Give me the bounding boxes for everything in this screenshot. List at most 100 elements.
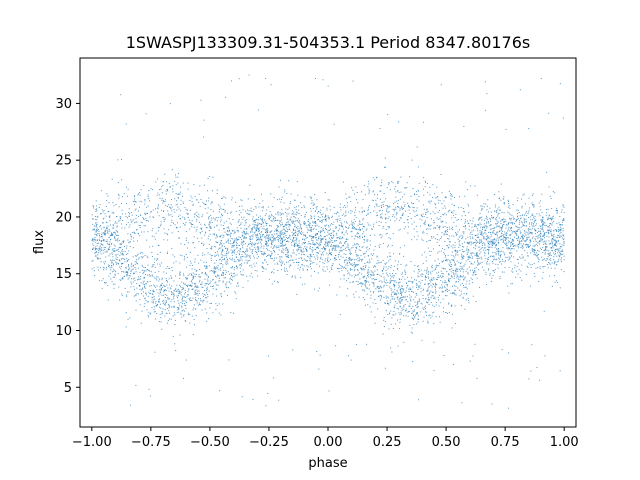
data-point [438, 276, 440, 278]
data-point [170, 207, 172, 209]
data-point [250, 264, 252, 266]
data-point [240, 271, 242, 273]
data-point [380, 286, 382, 288]
data-point [411, 312, 412, 314]
data-point [405, 265, 407, 267]
data-point [461, 255, 463, 257]
data-point [417, 303, 419, 305]
data-point [289, 259, 291, 261]
data-point [456, 250, 458, 252]
data-point [461, 282, 463, 284]
data-point [404, 205, 406, 207]
data-point [461, 402, 463, 404]
data-point [140, 278, 142, 280]
data-point [327, 231, 329, 233]
data-point [287, 261, 289, 263]
data-point [127, 260, 129, 262]
data-point [452, 272, 454, 274]
data-point [100, 243, 102, 245]
data-point [554, 243, 556, 245]
data-point [185, 300, 187, 302]
data-point [366, 281, 368, 283]
data-point [235, 266, 237, 268]
data-point [266, 245, 268, 247]
data-point [206, 248, 208, 250]
data-point [379, 262, 381, 264]
data-point [203, 136, 205, 138]
data-point [235, 292, 237, 294]
data-point [336, 258, 338, 260]
data-point [178, 290, 180, 292]
data-point [179, 292, 181, 294]
data-point [502, 230, 504, 232]
data-point [402, 308, 404, 310]
data-point [400, 311, 402, 313]
data-point [436, 266, 438, 268]
data-point [135, 229, 137, 231]
data-point [263, 247, 265, 249]
data-point [212, 279, 214, 281]
data-point [281, 208, 283, 210]
data-point [268, 278, 270, 280]
data-point [345, 264, 347, 266]
data-point [465, 260, 467, 262]
data-point [533, 240, 535, 242]
data-point [478, 246, 480, 248]
data-point [241, 242, 243, 244]
data-point [443, 307, 445, 309]
data-point [130, 212, 132, 214]
data-point [479, 239, 481, 241]
data-point [147, 314, 149, 316]
data-point [382, 243, 384, 245]
data-point [385, 218, 387, 220]
data-point [140, 322, 142, 324]
data-point [460, 284, 462, 286]
data-point [181, 281, 183, 283]
data-point [357, 254, 359, 256]
data-point [234, 238, 236, 240]
data-point [135, 217, 137, 219]
data-point [194, 276, 196, 278]
data-point [364, 275, 366, 277]
data-point [460, 276, 462, 278]
data-point [549, 262, 551, 264]
data-point [383, 205, 385, 207]
data-point [381, 202, 383, 204]
data-point [417, 272, 419, 274]
data-point [409, 303, 411, 305]
data-point [423, 208, 425, 210]
data-point [418, 299, 420, 301]
data-point [187, 314, 189, 316]
data-point [538, 237, 540, 239]
data-point [437, 199, 439, 201]
data-point [195, 300, 197, 302]
data-point [396, 218, 398, 220]
data-point [152, 289, 154, 291]
data-point [112, 234, 114, 236]
data-point [540, 226, 542, 228]
data-point [387, 281, 389, 283]
data-point [134, 277, 136, 279]
data-point [472, 220, 474, 222]
data-point [276, 245, 278, 247]
data-point [324, 225, 326, 227]
data-point [406, 282, 408, 284]
data-point [111, 260, 113, 262]
data-point [148, 316, 150, 318]
data-point [338, 238, 340, 240]
data-point [241, 253, 243, 255]
data-point [310, 215, 312, 217]
data-point [201, 281, 203, 283]
data-point [103, 240, 105, 242]
data-point [137, 210, 139, 212]
data-point [532, 250, 534, 252]
data-point [392, 275, 394, 277]
data-point [215, 281, 217, 283]
data-point [245, 250, 246, 252]
data-point [552, 218, 554, 220]
data-point [390, 280, 392, 282]
data-point [324, 243, 326, 245]
data-point [483, 203, 485, 205]
data-point [327, 215, 329, 217]
data-point [501, 228, 503, 230]
